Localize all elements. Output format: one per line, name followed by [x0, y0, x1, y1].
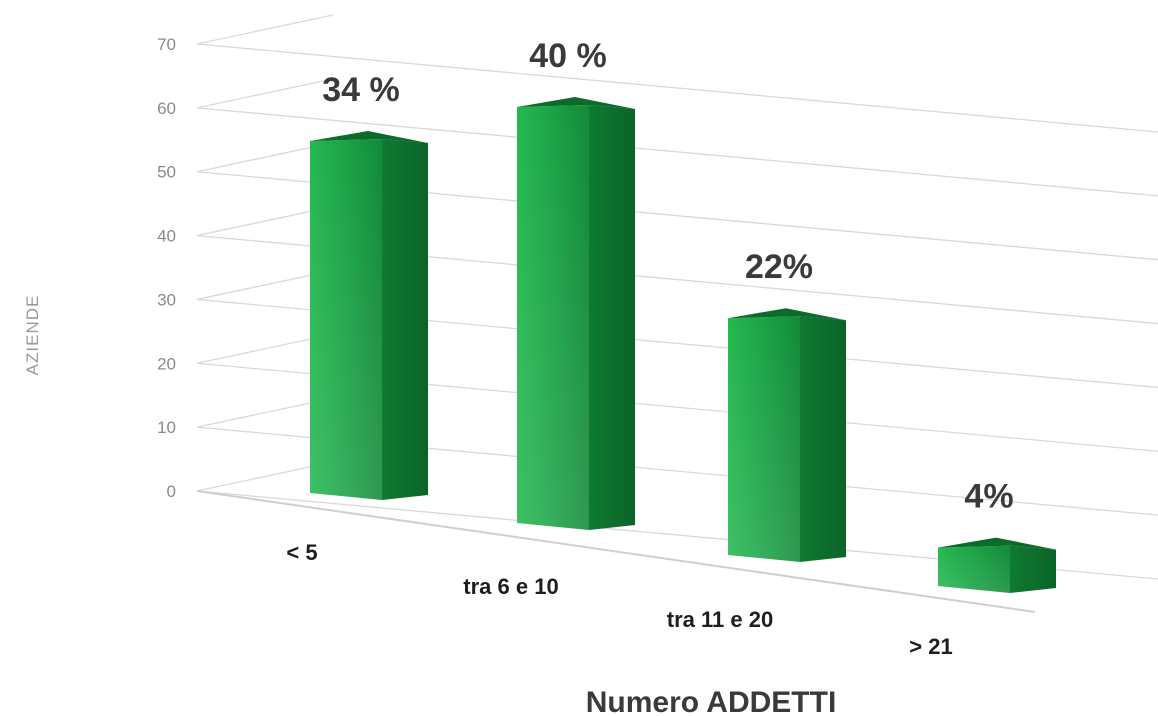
gridline-depth-70	[196, 14, 334, 45]
category-labels: < 5 tra 6 e 10 tra 11 e 20 > 21	[286, 540, 952, 659]
bar-top-face	[310, 131, 428, 143]
floor-front-edge	[196, 490, 1036, 613]
y-axis-title: AZIENDE	[23, 295, 42, 376]
bar-2	[728, 308, 846, 562]
bars	[310, 97, 1056, 593]
bar-top-face	[728, 308, 846, 321]
data-labels: 34 % 40 % 22% 4%	[322, 37, 1013, 516]
x-category-label: > 21	[909, 634, 952, 659]
y-tick-label: 30	[157, 290, 176, 309]
bar-front-shade	[728, 316, 800, 562]
bar-side-face	[1010, 545, 1056, 593]
x-axis-title: Numero ADDETTI	[586, 686, 837, 716]
data-label: 34 %	[322, 71, 400, 109]
bar-0	[310, 131, 428, 500]
y-tick-labels: 0 10 20 30 40 50 60 70	[157, 35, 176, 501]
x-category-label: < 5	[286, 540, 317, 565]
bar-side-face	[800, 316, 846, 562]
bar-front-shade	[310, 139, 382, 500]
bar-side-face	[589, 105, 635, 530]
bar-1	[517, 97, 635, 530]
gridline-60	[196, 107, 1158, 197]
y-tick-label: 20	[157, 354, 176, 373]
bar-top-face	[938, 537, 1056, 550]
bar-side-face	[382, 139, 428, 500]
bar-front-shade	[938, 545, 1010, 593]
data-label: 22%	[745, 248, 813, 286]
gridline-70	[196, 43, 1158, 133]
bar-front-shade	[517, 105, 589, 530]
y-tick-label: 50	[157, 163, 176, 182]
y-tick-label: 70	[157, 35, 176, 54]
y-tick-label: 0	[167, 482, 176, 501]
x-category-label: tra 11 e 20	[667, 607, 773, 632]
data-label: 4%	[964, 478, 1013, 516]
x-category-label: tra 6 e 10	[463, 574, 558, 599]
gridline-depth-60	[196, 78, 334, 109]
data-label: 40 %	[529, 37, 607, 75]
y-tick-label: 40	[157, 227, 176, 246]
y-tick-label: 10	[157, 418, 176, 437]
y-tick-label: 60	[157, 99, 176, 118]
bar-top-face	[517, 97, 635, 109]
bar-3	[938, 537, 1056, 593]
